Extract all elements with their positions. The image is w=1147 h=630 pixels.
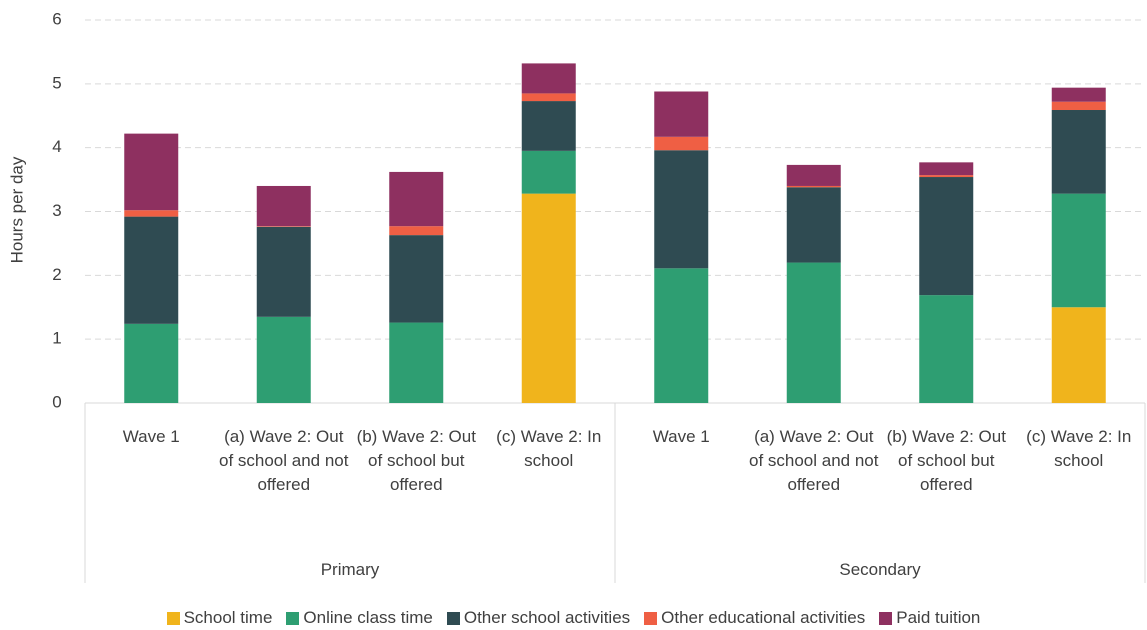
bar-segment [256,226,311,317]
bar-segment [786,185,841,188]
legend-label: Other educational activities [661,608,866,627]
legend-item: Other educational activities [644,608,865,628]
bar-segment [521,150,576,194]
bar-segment [389,171,444,227]
legend-label: Paid tuition [896,608,981,627]
y-tick-label: 0 [52,392,61,411]
legend-swatch [286,611,300,625]
legend-label: Online class time [303,608,433,627]
legend-item: Online class time [286,608,433,628]
bar-segment [256,185,311,227]
x-tick-label: (b) Wave 2: Out of school but offered [356,427,476,494]
y-tick-label: 5 [52,73,61,92]
bar-segment [124,216,179,324]
bar-segment [256,316,311,403]
legend-swatch [879,611,893,625]
x-tick-label: (c) Wave 2: In school [496,427,602,470]
bar-segment [389,226,444,236]
bar-segment [919,177,974,296]
bar-segment [521,93,576,102]
legend-item: Other school activities [446,608,631,628]
legend-label: School time [183,608,273,627]
x-tick-label: (b) Wave 2: Out of school but offered [886,427,1006,494]
bar-segment [1051,110,1106,194]
legend-swatch [644,611,658,625]
x-tick-label: Wave 1 [122,427,180,446]
x-tick-label: (a) Wave 2: Out of school and not offere… [749,427,879,494]
y-tick-label: 4 [52,137,61,156]
x-tick-label: (a) Wave 2: Out of school and not offere… [219,427,349,494]
bar-segment [521,193,576,403]
legend-label: Other school activities [463,608,631,627]
bar-segment [919,162,974,176]
bar-segment [1051,87,1106,102]
x-tick-label: Wave 1 [652,427,710,446]
y-tick-label: 1 [52,329,61,348]
group-label: Primary [320,560,380,579]
y-tick-label: 3 [52,201,61,220]
y-tick-label: 6 [52,9,61,28]
bar-segment [786,262,841,403]
bar-segment [654,150,709,269]
legend-item: School time [166,608,273,628]
y-axis-label: Hours per day [7,156,26,263]
bar-segment [786,187,841,263]
bar-segment [521,63,576,94]
bar-segment [786,164,841,186]
legend: School time Online class time Other school… [0,608,1147,628]
bar-segment [124,210,179,217]
bar-segment [654,136,709,151]
bar-segment [124,133,179,211]
bar-segment [1051,101,1106,111]
y-tick-label: 2 [52,265,61,284]
legend-swatch [166,611,180,625]
bar-segment [124,323,179,403]
bar-segment [654,91,709,137]
bar-segment [919,295,974,403]
bar-segment [1051,193,1106,308]
legend-swatch [446,611,460,625]
bar-segment [919,175,974,178]
bar-segment [1051,307,1106,403]
x-tick-label: (c) Wave 2: In school [1026,427,1132,470]
bar-segment [521,101,576,151]
legend-item: Paid tuition [879,608,980,628]
bar-segment [389,322,444,403]
bar-segment [256,226,311,227]
group-label: Secondary [839,560,921,579]
bar-segment [654,268,709,403]
bar-segment [389,235,444,323]
